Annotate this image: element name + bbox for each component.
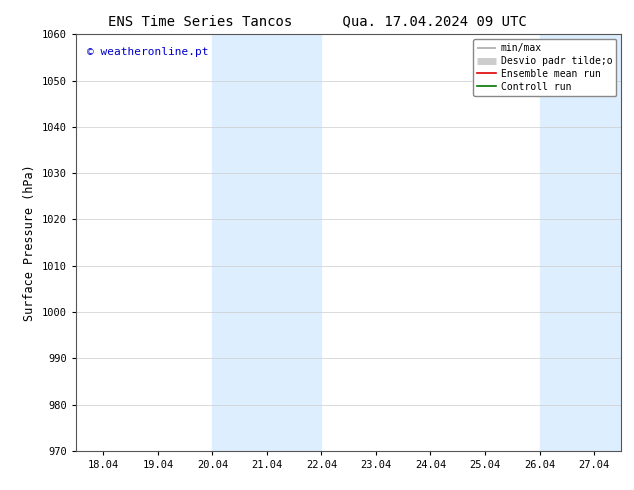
Legend: min/max, Desvio padr tilde;o, Ensemble mean run, Controll run: min/max, Desvio padr tilde;o, Ensemble m… xyxy=(473,39,616,96)
Bar xyxy=(540,34,621,451)
Bar xyxy=(212,34,321,451)
Y-axis label: Surface Pressure (hPa): Surface Pressure (hPa) xyxy=(23,164,37,321)
Text: ENS Time Series Tancos      Qua. 17.04.2024 09 UTC: ENS Time Series Tancos Qua. 17.04.2024 0… xyxy=(108,15,526,29)
Text: © weatheronline.pt: © weatheronline.pt xyxy=(87,47,209,57)
